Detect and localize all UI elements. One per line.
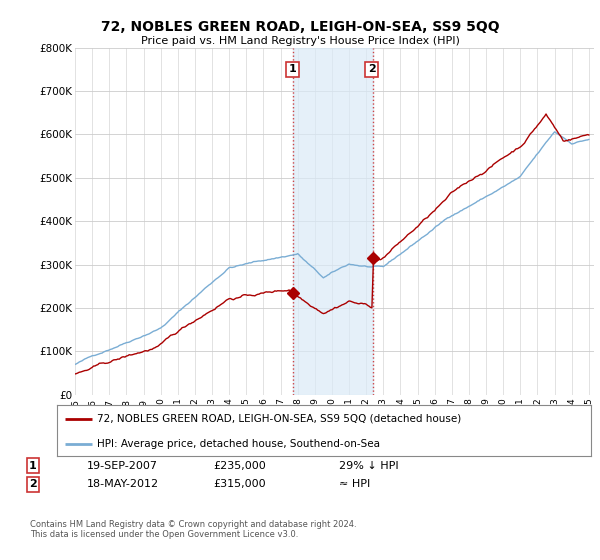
Text: 19-SEP-2007: 19-SEP-2007 bbox=[87, 461, 158, 471]
Text: 1: 1 bbox=[289, 64, 296, 74]
Text: ≈ HPI: ≈ HPI bbox=[339, 479, 370, 489]
Text: 2: 2 bbox=[368, 64, 376, 74]
Text: Price paid vs. HM Land Registry's House Price Index (HPI): Price paid vs. HM Land Registry's House … bbox=[140, 36, 460, 46]
Text: HPI: Average price, detached house, Southend-on-Sea: HPI: Average price, detached house, Sout… bbox=[97, 438, 380, 449]
Text: £235,000: £235,000 bbox=[213, 461, 266, 471]
Text: 18-MAY-2012: 18-MAY-2012 bbox=[87, 479, 159, 489]
Text: 72, NOBLES GREEN ROAD, LEIGH-ON-SEA, SS9 5QQ (detached house): 72, NOBLES GREEN ROAD, LEIGH-ON-SEA, SS9… bbox=[97, 414, 461, 424]
Text: 72, NOBLES GREEN ROAD, LEIGH-ON-SEA, SS9 5QQ: 72, NOBLES GREEN ROAD, LEIGH-ON-SEA, SS9… bbox=[101, 20, 499, 34]
Text: 29% ↓ HPI: 29% ↓ HPI bbox=[339, 461, 398, 471]
Text: Contains HM Land Registry data © Crown copyright and database right 2024.
This d: Contains HM Land Registry data © Crown c… bbox=[30, 520, 356, 539]
Text: £315,000: £315,000 bbox=[213, 479, 266, 489]
Text: 1: 1 bbox=[29, 461, 37, 471]
Text: 2: 2 bbox=[29, 479, 37, 489]
Bar bbox=[293, 48, 373, 395]
